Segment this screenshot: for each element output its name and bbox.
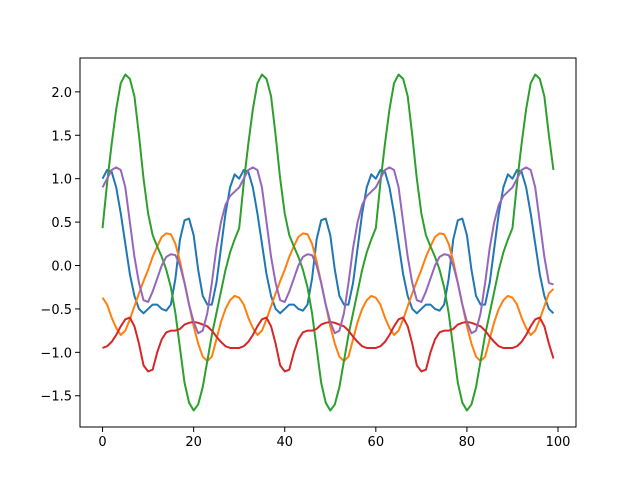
y-tick-label: −1.0 xyxy=(40,346,72,361)
y-tick-label: 0.0 xyxy=(51,260,72,275)
line-series xyxy=(102,316,555,373)
line-series xyxy=(101,169,555,315)
y-tick-label: 1.5 xyxy=(51,129,72,144)
line-series xyxy=(101,166,554,335)
x-tick-label: 20 xyxy=(185,435,202,450)
x-tick-label: 40 xyxy=(276,435,293,450)
y-tick-label: 1.0 xyxy=(51,173,72,188)
y-tick-label: 0.5 xyxy=(51,216,72,231)
x-tick-label: 0 xyxy=(98,435,106,450)
x-tick-label: 100 xyxy=(546,435,571,450)
y-tick-label: −0.5 xyxy=(40,303,72,318)
plot-frame xyxy=(79,57,577,428)
y-tick-label: −1.5 xyxy=(40,390,72,405)
x-tick-label: 60 xyxy=(368,435,385,450)
x-tick-label: 80 xyxy=(459,435,476,450)
y-tick-label: 2.0 xyxy=(51,86,72,101)
line-series xyxy=(101,73,555,412)
